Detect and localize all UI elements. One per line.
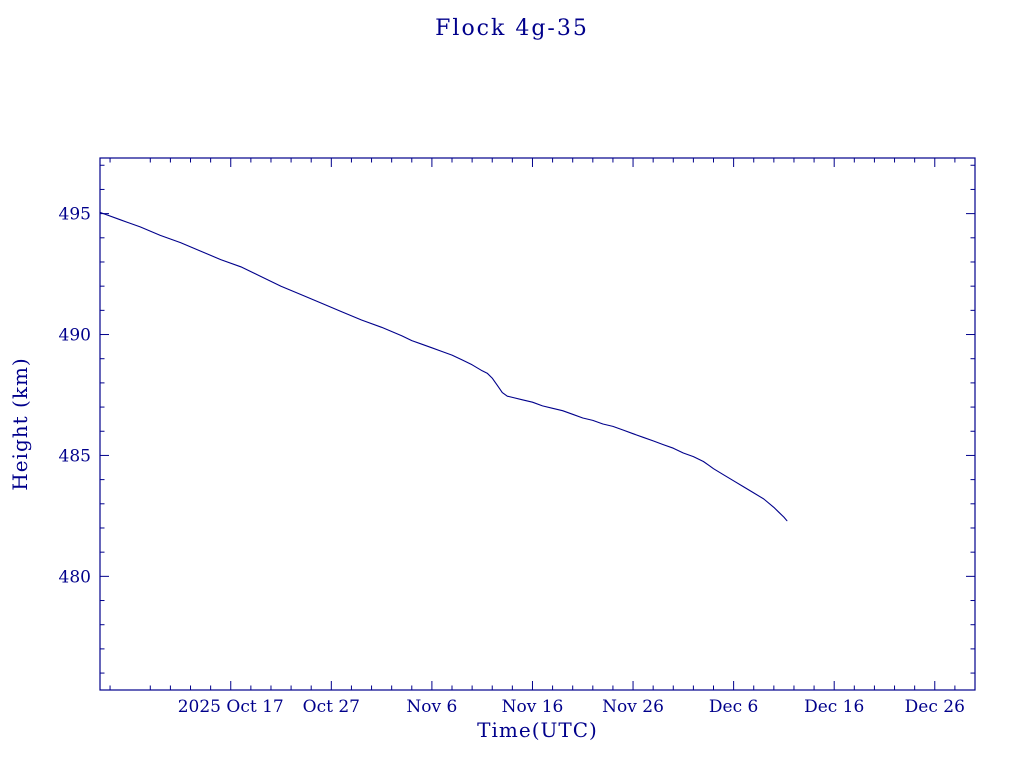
x-tick-label: Nov 26 [602,697,664,717]
x-tick-label: Oct 27 [303,697,360,717]
x-tick-label: Nov 6 [406,697,457,717]
y-tick-label: 485 [59,446,91,466]
x-tick-label: Nov 16 [502,697,564,717]
x-tick-label: Dec 6 [709,697,758,717]
y-tick-label: 480 [59,567,91,587]
height-data-line [99,211,788,522]
x-tick-label: Dec 16 [804,697,864,717]
x-tick-label: 2025 Oct 17 [178,697,284,717]
x-axis-label: Time(UTC) [477,718,598,742]
chart-title: Flock 4g-35 [435,16,589,41]
y-tick-label: 495 [59,205,91,225]
plot-frame [99,157,976,691]
x-tick-label: Dec 26 [905,697,965,717]
y-tick-label: 490 [59,326,91,346]
